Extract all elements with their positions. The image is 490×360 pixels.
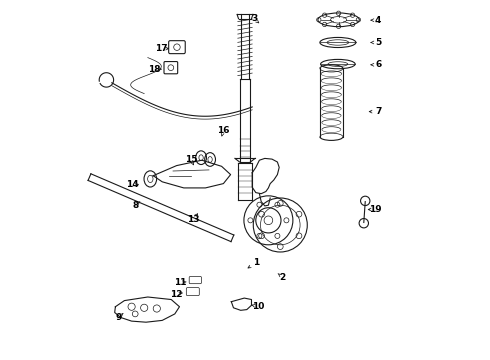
Text: 14: 14	[126, 180, 139, 189]
Text: 1: 1	[253, 258, 259, 267]
Text: 3: 3	[251, 14, 257, 23]
Text: 16: 16	[217, 126, 230, 135]
Text: 10: 10	[252, 302, 265, 311]
Text: 18: 18	[148, 65, 161, 74]
Text: 6: 6	[375, 60, 381, 69]
Text: 7: 7	[375, 107, 381, 116]
Text: 19: 19	[369, 205, 382, 214]
Text: 12: 12	[171, 289, 183, 299]
Text: 4: 4	[375, 15, 381, 24]
Text: 13: 13	[187, 215, 199, 224]
Text: 8: 8	[132, 201, 138, 210]
Text: 2: 2	[280, 273, 286, 282]
Text: 17: 17	[155, 44, 168, 53]
Text: 5: 5	[375, 38, 381, 47]
Text: 11: 11	[174, 278, 187, 287]
Text: 9: 9	[115, 313, 122, 322]
Text: 15: 15	[185, 154, 197, 163]
